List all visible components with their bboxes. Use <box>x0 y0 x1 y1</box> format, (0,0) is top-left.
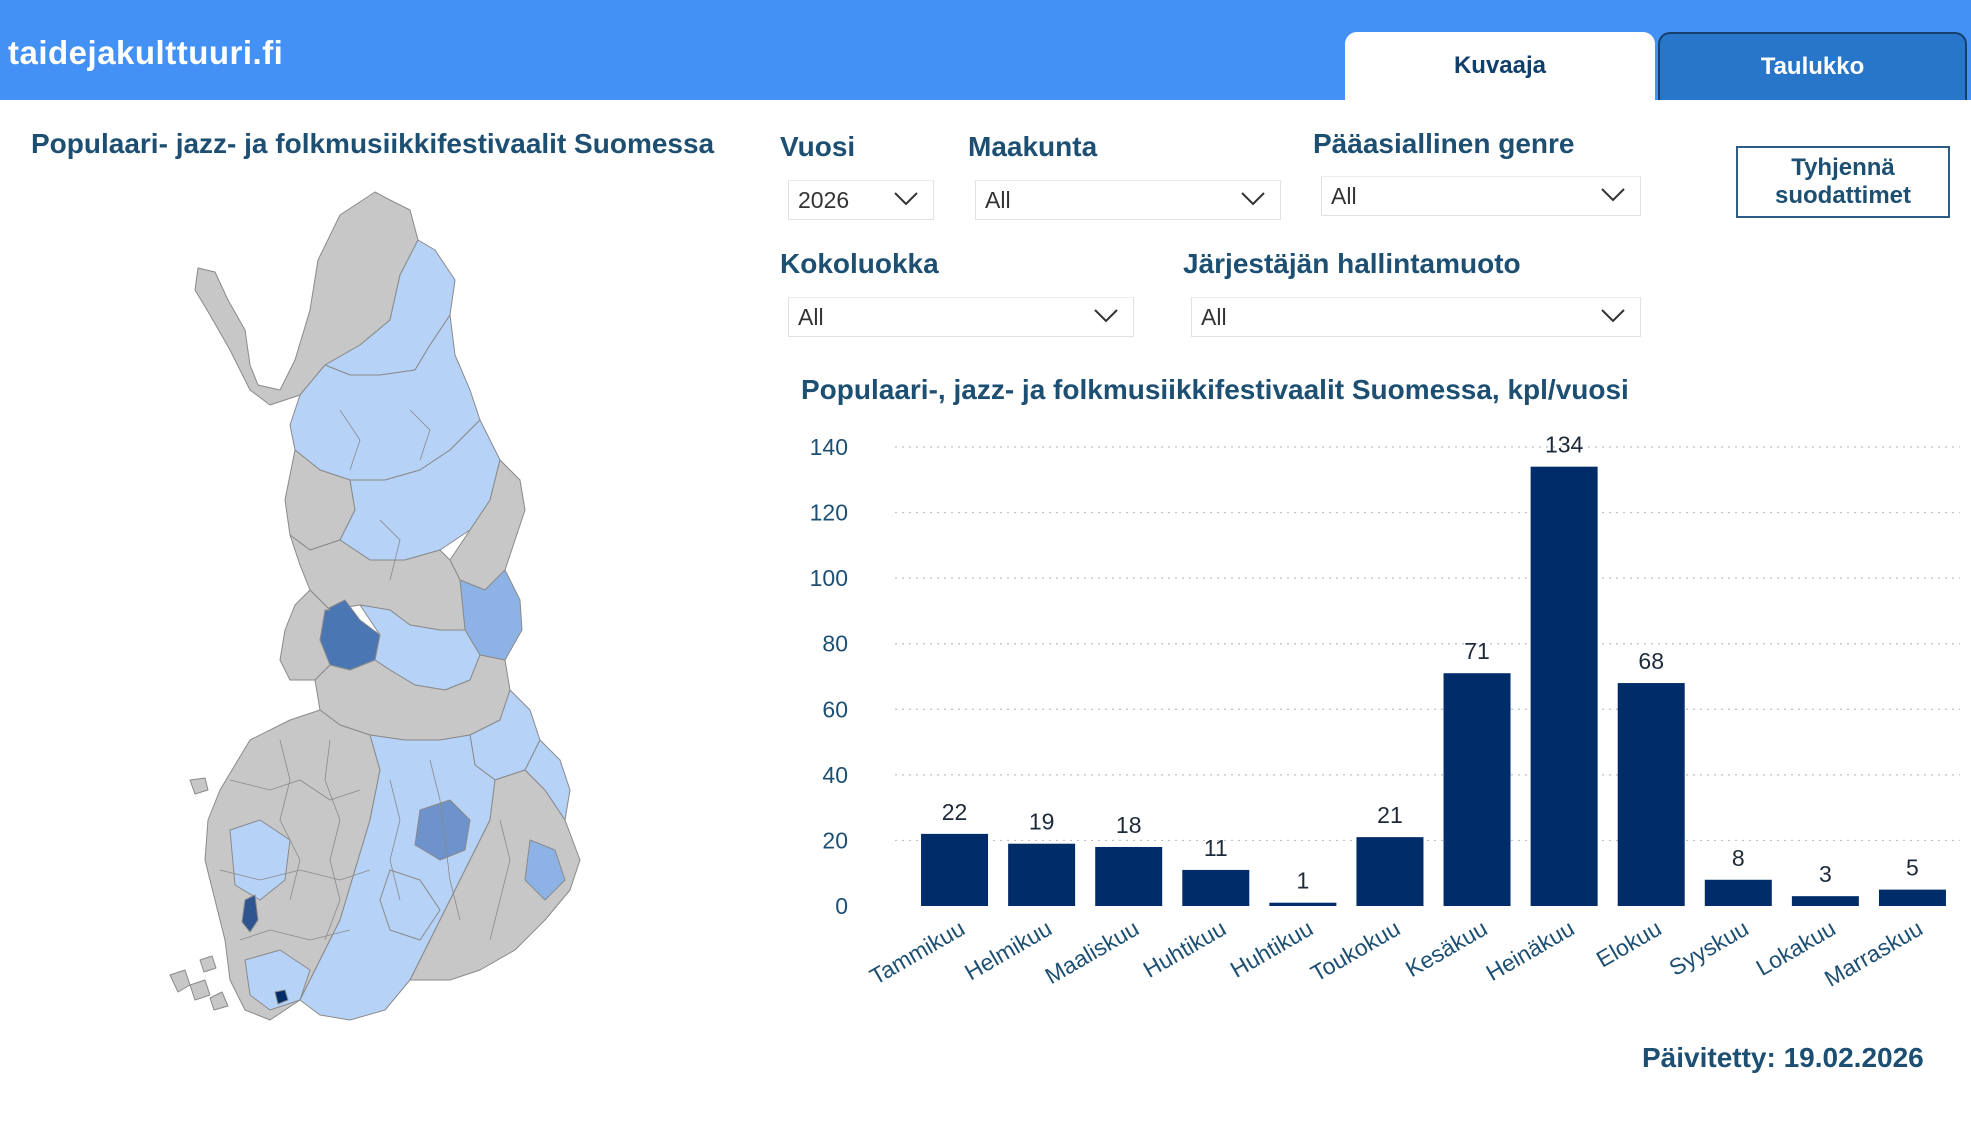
filter-kokoluokka-label: Kokoluokka <box>780 248 939 279</box>
map-region-tampere-dark[interactable] <box>241 894 259 933</box>
map-region-archipelago-1[interactable] <box>169 969 191 993</box>
data-label: 8 <box>1732 845 1745 871</box>
clear-filters-label-line1: Tyhjennä <box>1791 154 1895 181</box>
filter-maakunta-label: Maakunta <box>968 131 1098 162</box>
bar[interactable] <box>1878 889 1946 906</box>
bar-chart[interactable]: 02040608010012014022Tammikuu19Helmikuu18… <box>790 420 1965 1020</box>
x-tick-label: Huhtikuu <box>1139 915 1231 983</box>
y-tick-label: 20 <box>822 827 848 853</box>
map-region-savo-dark[interactable] <box>414 799 471 861</box>
chevron-down-icon <box>1601 309 1625 323</box>
chevron-down-icon <box>1094 309 1118 323</box>
x-tick-label: Elokuu <box>1592 915 1666 973</box>
bar[interactable] <box>1443 673 1511 906</box>
bar[interactable] <box>1356 837 1424 906</box>
x-tick-label: Heinäkuu <box>1481 915 1578 986</box>
data-label: 11 <box>1204 835 1228 861</box>
genre-value: All <box>1331 182 1357 209</box>
map-region-south-light-3[interactable] <box>244 949 311 1011</box>
bar[interactable] <box>1704 879 1772 906</box>
data-label: 3 <box>1819 861 1832 887</box>
bar[interactable] <box>1791 896 1859 906</box>
bar[interactable] <box>1617 683 1685 906</box>
maakunta-dropdown[interactable]: All <box>975 180 1281 220</box>
x-tick-label: Maaliskuu <box>1041 915 1144 989</box>
map-region-archipelago-5[interactable] <box>189 777 209 795</box>
data-label: 1 <box>1296 868 1309 894</box>
map-region-east-light[interactable] <box>524 839 566 901</box>
hallintamuoto-value: All <box>1201 303 1227 330</box>
bar[interactable] <box>1182 869 1250 906</box>
bar[interactable] <box>1008 843 1076 906</box>
map-region-south-light-2[interactable] <box>379 869 441 941</box>
finland-map[interactable] <box>150 180 600 1060</box>
updated-date: Päivitetty: 19.02.2026 <box>1642 1042 1924 1073</box>
tab-taulukko[interactable]: Taulukko <box>1658 32 1967 100</box>
data-label: 71 <box>1464 638 1490 664</box>
x-tick-label: Kesäkuu <box>1401 915 1492 982</box>
data-label: 5 <box>1906 855 1919 881</box>
data-label: 134 <box>1545 432 1584 458</box>
maakunta-value: All <box>985 186 1011 213</box>
y-tick-label: 0 <box>835 893 848 919</box>
y-tick-label: 120 <box>810 500 848 526</box>
x-tick-label: Syyskuu <box>1665 915 1753 981</box>
data-label: 21 <box>1377 802 1403 828</box>
kokoluokka-dropdown[interactable]: All <box>788 297 1134 337</box>
filter-genre-label: Pääasiallinen genre <box>1313 128 1575 159</box>
bar[interactable] <box>1530 466 1598 906</box>
clear-filters-button[interactable]: Tyhjennä suodattimet <box>1736 146 1950 218</box>
clear-filters-label-line2: suodattimet <box>1774 182 1911 209</box>
tab-kuvaaja[interactable]: Kuvaaja <box>1345 32 1655 100</box>
chevron-down-icon <box>1241 192 1265 206</box>
map-region-east-4[interactable] <box>524 739 571 821</box>
map-region-archipelago-3[interactable] <box>209 991 229 1011</box>
x-tick-label: Marraskuu <box>1820 915 1927 992</box>
genre-dropdown[interactable]: All <box>1321 176 1641 216</box>
filter-vuosi-label: Vuosi <box>780 131 856 162</box>
kokoluokka-value: All <box>798 303 824 330</box>
map-region-archipelago-4[interactable] <box>199 955 217 973</box>
data-label: 68 <box>1638 648 1664 674</box>
x-tick-label: Tammikuu <box>865 915 969 990</box>
site-title[interactable]: taidejakulttuuri.fi <box>8 34 284 71</box>
x-tick-label: Toukokuu <box>1306 915 1404 987</box>
y-tick-label: 40 <box>822 762 848 788</box>
data-label: 19 <box>1029 809 1055 835</box>
map-region-helsinki[interactable] <box>274 989 289 1005</box>
data-label: 18 <box>1116 812 1142 838</box>
hallintamuoto-dropdown[interactable]: All <box>1191 297 1641 337</box>
chart-title: Populaari-, jazz- ja folkmusiikkifestiva… <box>801 374 1629 405</box>
map-region-south-light-1[interactable] <box>229 819 291 901</box>
chevron-down-icon <box>1601 188 1625 202</box>
bar[interactable] <box>921 833 989 906</box>
vuosi-value: 2026 <box>798 186 850 213</box>
map-region-arm[interactable] <box>194 191 419 406</box>
x-tick-label: Huhtikuu <box>1226 915 1318 983</box>
y-tick-label: 60 <box>822 696 848 722</box>
map-title: Populaari- jazz- ja folkmusiikkifestivaa… <box>31 128 715 159</box>
bar[interactable] <box>1269 902 1337 906</box>
map-region-archipelago-2[interactable] <box>189 979 211 1001</box>
vuosi-dropdown[interactable]: 2026 <box>788 180 934 220</box>
bar[interactable] <box>1095 846 1163 906</box>
y-tick-label: 140 <box>810 434 848 460</box>
y-tick-label: 80 <box>822 631 848 657</box>
chevron-down-icon <box>894 192 918 206</box>
header-bar: taidejakulttuuri.fi Kuvaaja Taulukko <box>0 0 1971 100</box>
filter-hallintamuoto-label: Järjestäjän hallintamuoto <box>1183 248 1521 279</box>
x-tick-label: Helmikuu <box>960 915 1056 985</box>
data-label: 22 <box>942 799 968 825</box>
y-tick-label: 100 <box>810 565 848 591</box>
